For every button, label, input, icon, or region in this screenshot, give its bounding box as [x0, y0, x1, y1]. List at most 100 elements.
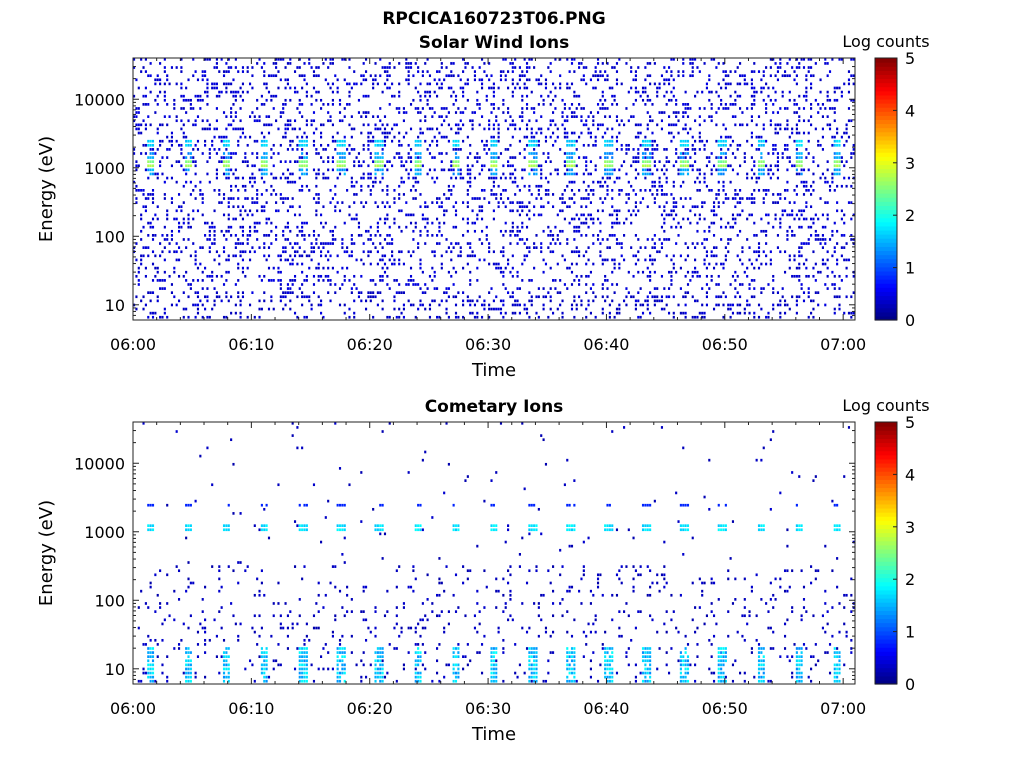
heatmap-cell: [739, 229, 742, 233]
heatmap-cell: [845, 184, 848, 188]
heatmap-cell: [592, 115, 595, 118]
heatmap-cell: [409, 213, 413, 217]
heatmap-cell: [473, 197, 477, 200]
heatmap-cell: [724, 135, 727, 139]
heatmap-cell: [324, 274, 327, 278]
heatmap-cell: [194, 119, 197, 123]
heatmap-cell: [509, 209, 512, 213]
heatmap-cell: [398, 197, 401, 200]
heatmap-cell: [147, 634, 150, 638]
heatmap-cell: [348, 213, 351, 217]
heatmap-cell: [353, 242, 356, 245]
heatmap-cell: [589, 160, 592, 163]
heatmap-cell: [689, 221, 692, 225]
heatmap-cell: [599, 123, 602, 127]
heatmap-cell: [251, 172, 254, 176]
heatmap-cell: [776, 156, 780, 159]
heatmap-cell: [374, 127, 377, 131]
heatmap-cell: [807, 291, 810, 294]
heatmap-cell: [620, 82, 623, 86]
heatmap-cell: [817, 238, 820, 241]
heatmap-cell: [405, 78, 408, 82]
heatmap-cell: [530, 160, 533, 163]
heatmap-cell: [144, 274, 147, 278]
heatmap-cell: [620, 143, 623, 147]
heatmap-cell: [760, 287, 763, 290]
heatmap-cell: [227, 123, 230, 127]
heatmap-cell: [618, 303, 621, 307]
heatmap-cell: [483, 62, 486, 65]
heatmap-cell: [528, 58, 531, 61]
heatmap-cell: [573, 217, 576, 221]
heatmap-cell: [599, 221, 602, 225]
heatmap-cell: [663, 164, 666, 168]
heatmap-cell: [757, 160, 761, 163]
colorbar-segment: [875, 123, 897, 129]
heatmap-cell: [263, 274, 266, 278]
heatmap-cell: [528, 152, 531, 155]
heatmap-cell: [151, 160, 155, 163]
heatmap-cell: [592, 193, 595, 196]
heatmap-cell: [248, 303, 252, 307]
heatmap-cell: [405, 213, 408, 217]
heatmap-cell: [739, 74, 742, 78]
heatmap-cell: [388, 205, 391, 209]
heatmap-cell: [724, 156, 727, 159]
heatmap-cell: [530, 152, 533, 155]
heatmap-cell: [454, 143, 458, 147]
heatmap-cell: [454, 209, 458, 213]
heatmap-cell: [428, 143, 432, 147]
heatmap-cell: [310, 303, 313, 307]
heatmap-cell: [736, 66, 739, 69]
heatmap-cell: [367, 176, 370, 180]
heatmap-cell: [142, 643, 145, 646]
heatmap-cell: [601, 283, 604, 286]
heatmap-cell: [698, 135, 701, 139]
heatmap-cell: [151, 262, 155, 266]
heatmap-cell: [428, 107, 432, 110]
heatmap-cell: [409, 127, 413, 131]
heatmap-cell: [263, 242, 266, 245]
heatmap-cell: [263, 143, 266, 147]
heatmap-cell: [433, 111, 436, 114]
heatmap-cell: [334, 148, 337, 151]
heatmap-cell: [724, 193, 727, 196]
heatmap-cell: [672, 78, 675, 82]
heatmap-cell: [237, 176, 240, 180]
heatmap-cell: [151, 311, 155, 315]
heatmap-cell: [457, 148, 460, 151]
heatmap-cell: [414, 225, 417, 229]
heatmap-cell: [267, 279, 271, 282]
heatmap-cell: [400, 143, 403, 147]
heatmap-cell: [383, 254, 387, 258]
heatmap-cell: [665, 201, 668, 204]
heatmap-cell: [807, 242, 810, 245]
heatmap-cell: [488, 148, 491, 151]
heatmap-cell: [748, 197, 751, 200]
heatmap-cell: [547, 94, 550, 98]
heatmap-cell: [694, 246, 697, 249]
heatmap-cell: [753, 221, 756, 225]
heatmap-cell: [833, 168, 836, 172]
heatmap-cell: [528, 291, 531, 294]
heatmap-cell: [684, 197, 687, 200]
heatmap-cell: [329, 254, 332, 258]
heatmap-cell: [530, 164, 533, 168]
heatmap-cell: [606, 287, 609, 290]
heatmap-cell: [838, 172, 841, 176]
heatmap-cell: [641, 164, 645, 168]
colorbar-segment: [875, 119, 897, 125]
heatmap-cell: [833, 119, 836, 123]
heatmap-cell: [159, 606, 162, 609]
heatmap-cell: [417, 168, 420, 172]
heatmap-cell: [284, 127, 287, 131]
heatmap-cell: [199, 98, 202, 102]
heatmap-cell: [599, 180, 602, 184]
heatmap-cell: [511, 172, 514, 176]
heatmap-cell: [679, 156, 682, 159]
heatmap-cell: [253, 221, 256, 225]
colorbar-segment: [875, 62, 897, 67]
heatmap-cell: [786, 234, 789, 237]
heatmap-cell: [355, 258, 358, 262]
heatmap-cell: [346, 168, 349, 172]
